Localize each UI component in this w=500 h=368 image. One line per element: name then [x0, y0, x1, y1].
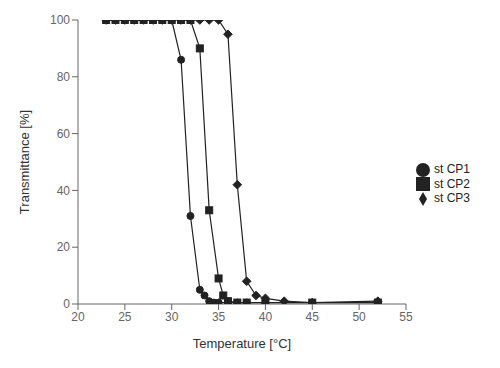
svg-text:40: 40 [259, 310, 273, 324]
html-text:st CP1: st CP1 [434, 161, 470, 176]
svg-text:80: 80 [57, 70, 71, 84]
svg-text:30: 30 [165, 310, 179, 324]
svg-text:40: 40 [57, 184, 71, 198]
svg-text:20: 20 [57, 240, 71, 254]
svg-text:20: 20 [71, 310, 85, 324]
svg-text:55: 55 [399, 310, 413, 324]
svg-text:25: 25 [118, 310, 132, 324]
svg-text:50: 50 [352, 310, 366, 324]
html-text:st CP3: st CP3 [434, 191, 470, 206]
svg-text:Transmittance [%]: Transmittance [%] [17, 110, 32, 214]
svg-text:35: 35 [212, 310, 226, 324]
svg-text:100: 100 [50, 13, 70, 27]
svg-text:45: 45 [306, 310, 320, 324]
svg-text:60: 60 [57, 127, 71, 141]
html-text:st CP2: st CP2 [434, 176, 470, 191]
svg-text:0: 0 [63, 297, 70, 311]
svg-text:Temperature [°C]: Temperature [°C] [193, 336, 291, 351]
